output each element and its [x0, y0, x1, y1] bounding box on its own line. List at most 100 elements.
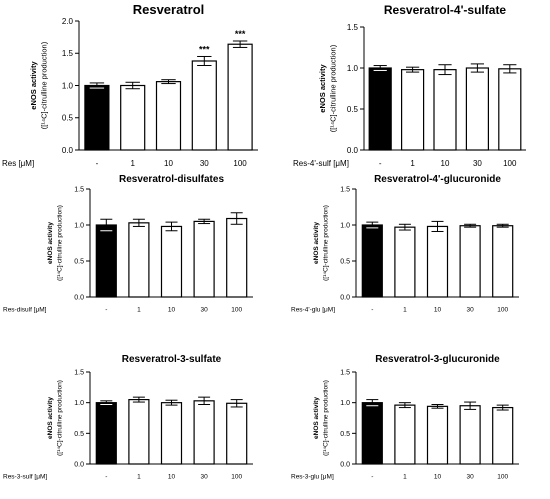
chart-panel-2: Resveratrol-4'-sulfate 0.0 0.5 1.0 1.5 eNOS a…	[293, 3, 526, 168]
x-tick-label: -	[371, 474, 373, 481]
y-tick-label: 1.0	[62, 81, 74, 90]
x-tick-label: 100	[503, 159, 517, 168]
y-tick-label: 1.5	[340, 186, 350, 193]
y-tick-label: 0.5	[62, 114, 74, 123]
y-axis-label-line2: ([¹⁴C]-citrulline production)	[57, 380, 64, 456]
x-tick-label: 100	[233, 159, 247, 168]
x-tick-label: 1	[130, 159, 135, 168]
y-axis-label-line2: ([¹⁴C]-citrulline production)	[323, 380, 330, 456]
y-axis-label-line1: eNOS activity	[47, 222, 54, 264]
x-tick-label: 30	[200, 159, 209, 168]
y-tick-label: 0.0	[62, 146, 74, 155]
y-axis-label-line1: eNOS activity	[313, 222, 320, 264]
bar-30	[459, 225, 481, 298]
y-tick-label: 0.0	[340, 461, 350, 468]
y-tick-label: 1.5	[347, 23, 359, 32]
y-tick-label: 0.0	[340, 294, 350, 301]
y-axis-label-line2: ([¹⁴C]-citrulline production)	[57, 205, 64, 281]
y-tick-label: 0.0	[347, 146, 359, 155]
bar-1	[401, 69, 425, 151]
bar-control	[368, 67, 392, 151]
y-tick-label: 1.0	[340, 222, 350, 229]
x-tick-label: 1	[403, 474, 407, 481]
x-tick-label: 1	[403, 307, 407, 314]
bar-100	[492, 406, 514, 465]
y-tick-label: 2.0	[62, 17, 74, 26]
chart-panel-1: Resveratrol 0.0 0.5 1.0 1.5 2.0 eNOS activity(…	[2, 2, 258, 168]
x-tick-label: 10	[434, 307, 442, 314]
x-tick-label: 10	[434, 474, 442, 481]
x-tick-label: 100	[497, 307, 508, 314]
y-tick-label: 0.5	[347, 105, 359, 114]
chart-title: Resveratrol-3-glucuronide	[375, 354, 500, 365]
chart-title: Resveratrol-4'-sulfate	[384, 3, 507, 17]
x-axis-label: Res-4'-glu [μM]	[291, 307, 335, 314]
bar-100	[226, 402, 248, 465]
y-tick-label: 1.5	[74, 186, 84, 193]
y-tick-label: 0.5	[340, 258, 350, 265]
bar-control	[95, 402, 117, 465]
bar-control	[84, 84, 110, 151]
x-tick-label: 100	[231, 307, 242, 314]
chart-title: Resveratrol	[133, 2, 205, 17]
y-tick-label: 0.0	[74, 461, 84, 468]
x-tick-label: 1	[137, 307, 141, 314]
y-tick-label: 0.0	[74, 294, 84, 301]
chart-panel-5: Resveratrol-3-sulfate 0.0 0.5 1.0 1.5 eNOS ac…	[3, 354, 253, 481]
y-tick-label: 0.5	[340, 431, 350, 438]
x-tick-label: 100	[231, 474, 242, 481]
x-tick-label: 10	[168, 307, 176, 314]
bar-1	[120, 84, 146, 151]
y-tick-label: 1.0	[74, 222, 84, 229]
bar-30	[193, 220, 215, 298]
y-axis-label-line1: eNOS activity	[29, 60, 38, 109]
x-axis-label: Res [μM]	[2, 159, 34, 168]
chart-title: Resveratrol-3-sulfate	[122, 354, 222, 365]
x-tick-label: 1	[137, 474, 141, 481]
bar-10	[426, 405, 449, 465]
bar-control	[361, 402, 383, 465]
bar-1	[128, 222, 150, 298]
bar-100	[227, 43, 253, 151]
bar-10	[433, 69, 457, 151]
y-tick-label: 1.5	[62, 49, 74, 58]
bar-100	[492, 225, 514, 298]
bar-1	[394, 404, 416, 465]
bar-10	[160, 402, 183, 465]
bar-10	[160, 225, 183, 298]
bar-1	[394, 226, 416, 298]
chart-title: Resveratrol-disulfates	[119, 174, 224, 185]
y-tick-label: 1.0	[74, 400, 84, 407]
x-tick-label: 30	[200, 474, 208, 481]
bar-100	[226, 217, 248, 298]
x-axis-label: Res-3-sulf [μM]	[3, 474, 47, 481]
chart-title: Resveratrol-4'-glucuronide	[374, 174, 501, 185]
x-tick-label: -	[105, 474, 107, 481]
y-tick-label: 1.0	[347, 64, 359, 73]
x-axis-label: Res-4'-sulf [μM]	[293, 159, 349, 168]
y-tick-label: 0.5	[74, 431, 84, 438]
chart-panel-3: Resveratrol-disulfates 0.0 0.5 1.0 1.5 eNOS a…	[3, 174, 253, 314]
x-tick-label: 30	[200, 307, 208, 314]
y-tick-label: 0.5	[74, 258, 84, 265]
bar-100	[498, 68, 522, 151]
bar-30	[459, 405, 481, 465]
x-axis-label: Res-disulf [μM]	[3, 307, 47, 314]
x-tick-label: -	[105, 307, 107, 314]
bar-30	[465, 67, 489, 151]
x-tick-label: 1	[410, 159, 415, 168]
bar-10	[155, 81, 182, 151]
y-axis-label-line2: ([¹⁴C]-citrulline production)	[323, 205, 330, 281]
chart-panel-4: Resveratrol-4'-glucuronide 0.0 0.5 1.0 1.5 eN…	[291, 174, 519, 314]
significance-label: ***	[235, 29, 246, 39]
y-axis-label-line2: ([¹⁴C]-citrulline production)	[40, 41, 49, 129]
x-tick-label: -	[379, 159, 382, 168]
y-tick-label: 1.5	[340, 369, 350, 376]
y-axis-label-line1: eNOS activity	[313, 397, 320, 439]
significance-label: ***	[199, 44, 210, 54]
bar-control	[95, 224, 117, 298]
y-tick-label: 1.5	[74, 369, 84, 376]
y-axis-label-line1: eNOS activity	[47, 397, 54, 439]
x-tick-label: 10	[168, 474, 176, 481]
